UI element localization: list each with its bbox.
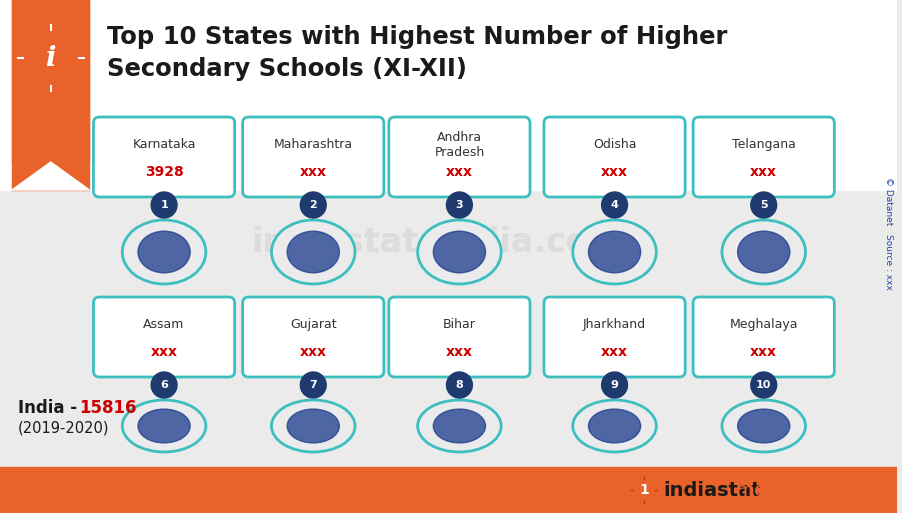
Text: 3: 3: [456, 200, 464, 210]
Text: (2019-2020): (2019-2020): [18, 421, 109, 436]
FancyBboxPatch shape: [243, 117, 384, 197]
Text: indiastatmedia.com: indiastatmedia.com: [252, 227, 624, 260]
Text: 1: 1: [161, 200, 168, 210]
Text: 7: 7: [309, 380, 318, 390]
Circle shape: [152, 192, 177, 218]
Text: Andhra
Pradesh: Andhra Pradesh: [434, 131, 484, 159]
Circle shape: [630, 475, 659, 505]
Ellipse shape: [287, 409, 339, 443]
Ellipse shape: [123, 220, 206, 284]
FancyBboxPatch shape: [389, 297, 530, 377]
Text: xxx: xxx: [299, 165, 327, 179]
Text: 10: 10: [756, 380, 771, 390]
Text: Jharkhand: Jharkhand: [583, 318, 646, 331]
Text: Top 10 States with Highest Number of Higher: Top 10 States with Highest Number of Hig…: [107, 25, 728, 49]
Text: 9: 9: [611, 380, 619, 390]
Text: xxx: xxx: [750, 345, 778, 359]
Ellipse shape: [433, 409, 485, 443]
Text: India -: India -: [18, 399, 83, 417]
Bar: [0, 467, 897, 513]
Text: 3928: 3928: [144, 165, 183, 179]
Bar: [12, 0, 89, 162]
Ellipse shape: [722, 220, 805, 284]
Text: © Datanet   Source : xxx: © Datanet Source : xxx: [884, 176, 892, 289]
Text: xxx: xxx: [601, 345, 628, 359]
Circle shape: [152, 372, 177, 398]
Ellipse shape: [418, 400, 502, 452]
Circle shape: [446, 192, 473, 218]
FancyBboxPatch shape: [544, 297, 686, 377]
Circle shape: [602, 192, 628, 218]
Ellipse shape: [138, 409, 190, 443]
Text: 15816: 15816: [79, 399, 137, 417]
Text: media: media: [735, 481, 796, 500]
Text: Telangana: Telangana: [732, 139, 796, 151]
Ellipse shape: [433, 231, 485, 273]
Text: Meghalaya: Meghalaya: [730, 318, 798, 331]
Text: xxx: xxx: [601, 165, 628, 179]
Text: 6: 6: [161, 380, 168, 390]
Ellipse shape: [738, 409, 790, 443]
Ellipse shape: [123, 400, 206, 452]
Text: 2: 2: [309, 200, 318, 210]
Text: Odisha: Odisha: [593, 139, 636, 151]
Ellipse shape: [738, 231, 790, 273]
Ellipse shape: [272, 220, 355, 284]
Ellipse shape: [722, 400, 805, 452]
FancyBboxPatch shape: [693, 117, 834, 197]
Text: Bihar: Bihar: [443, 318, 476, 331]
Circle shape: [300, 192, 327, 218]
Ellipse shape: [272, 400, 355, 452]
Ellipse shape: [287, 231, 339, 273]
FancyBboxPatch shape: [389, 117, 530, 197]
Circle shape: [446, 372, 473, 398]
Ellipse shape: [573, 400, 657, 452]
FancyBboxPatch shape: [94, 297, 235, 377]
Text: 5: 5: [759, 200, 768, 210]
Text: Secondary Schools (XI-XII): Secondary Schools (XI-XII): [107, 57, 467, 81]
Text: Maharashtra: Maharashtra: [273, 139, 353, 151]
Text: 4: 4: [611, 200, 619, 210]
FancyBboxPatch shape: [243, 297, 384, 377]
Text: Assam: Assam: [143, 318, 185, 331]
FancyBboxPatch shape: [94, 117, 235, 197]
Circle shape: [300, 372, 327, 398]
Bar: [0, 0, 897, 190]
Circle shape: [750, 192, 777, 218]
Text: Karnataka: Karnataka: [133, 139, 196, 151]
Ellipse shape: [588, 409, 640, 443]
Text: Gujarat: Gujarat: [290, 318, 336, 331]
Text: xxx: xxx: [446, 165, 473, 179]
Ellipse shape: [418, 220, 502, 284]
Text: xxx: xxx: [446, 345, 473, 359]
FancyBboxPatch shape: [693, 297, 834, 377]
Ellipse shape: [588, 231, 640, 273]
Text: xxx: xxx: [151, 345, 178, 359]
Text: indiastat: indiastat: [663, 481, 760, 500]
Ellipse shape: [573, 220, 657, 284]
Circle shape: [750, 372, 777, 398]
Bar: [12, 0, 89, 190]
FancyBboxPatch shape: [544, 117, 686, 197]
Text: xxx: xxx: [750, 165, 778, 179]
Polygon shape: [12, 162, 89, 190]
Text: 1: 1: [640, 483, 649, 497]
Text: 8: 8: [456, 380, 464, 390]
Circle shape: [602, 372, 628, 398]
Text: xxx: xxx: [299, 345, 327, 359]
Ellipse shape: [138, 231, 190, 273]
Text: i: i: [45, 45, 56, 71]
